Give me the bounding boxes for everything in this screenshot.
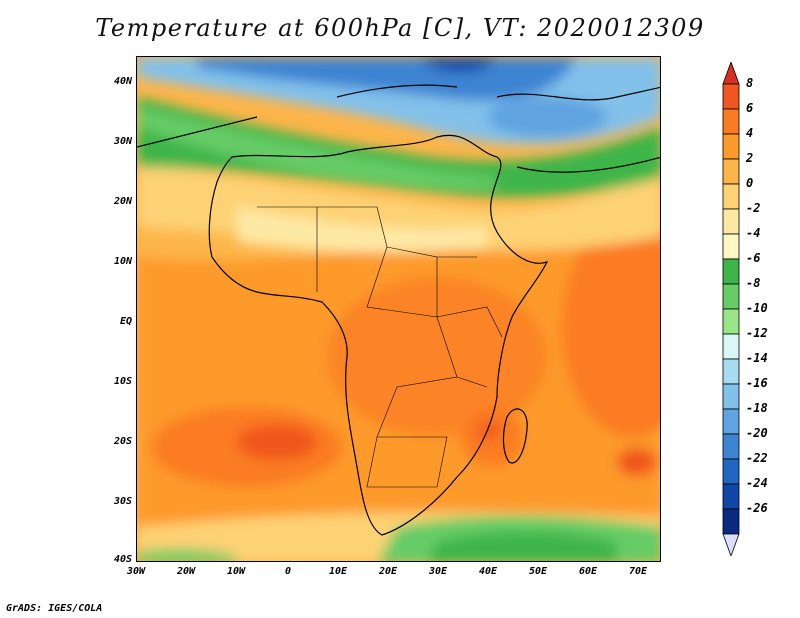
lon-label-40e: 40E: [478, 566, 498, 577]
lon-label-10w: 10W: [226, 566, 246, 577]
colorbar-label: -6: [746, 251, 761, 265]
colorbar-swatch: [722, 408, 740, 435]
chart-title: Temperature at 600hPa [C], VT: 202001230…: [95, 14, 705, 42]
colorbar-label: 0: [746, 176, 754, 190]
colorbar-swatch: [722, 83, 740, 110]
colorbar-swatch: [722, 383, 740, 410]
colorbar-swatch: [722, 308, 740, 335]
temperature-field: [137, 57, 660, 561]
colorbar-label: -22: [746, 451, 768, 465]
lon-label-20e: 20E: [378, 566, 398, 577]
colorbar-label: -10: [746, 301, 768, 315]
colorbar-label: -8: [746, 276, 761, 290]
colorbar-label: -26: [746, 501, 768, 515]
lon-label-10e: 10E: [328, 566, 348, 577]
lat-label-40n: 40N: [113, 76, 132, 87]
colorbar-label: -2: [746, 201, 761, 215]
colorbar-swatch: [722, 183, 740, 210]
colorbar-swatch: [722, 358, 740, 385]
credit-text: GrADS: IGES/COLA: [6, 603, 103, 614]
lon-label-70e: 70E: [628, 566, 648, 577]
map-canvas: [137, 57, 660, 561]
colorbar-label: -20: [746, 426, 768, 440]
colorbar-label: 8: [746, 76, 754, 90]
colorbar-label: -4: [746, 226, 761, 240]
lat-label-30s: 30S: [113, 496, 132, 507]
lon-label-30e: 30E: [428, 566, 448, 577]
lat-label-20s: 20S: [113, 436, 132, 447]
colorbar-label: 4: [746, 126, 754, 140]
lon-label-30w: 30W: [126, 566, 146, 577]
lat-label-40s: 40S: [113, 554, 132, 565]
colorbar-swatch: [722, 458, 740, 485]
lat-label-10s: 10S: [113, 376, 132, 387]
lon-label-50e: 50E: [528, 566, 548, 577]
colorbar-swatch: [722, 133, 740, 160]
lat-label-eq: EQ: [119, 316, 132, 327]
colorbar-top-cap: [722, 62, 740, 85]
lon-label-60e: 60E: [578, 566, 598, 577]
colorbar-label: -24: [746, 476, 768, 490]
colorbar-label: -14: [746, 351, 768, 365]
colorbar: [722, 62, 740, 556]
colorbar-swatch: [722, 508, 740, 535]
colorbar-label: 6: [746, 101, 754, 115]
colorbar-swatch: [722, 258, 740, 285]
colorbar-swatch: [722, 483, 740, 510]
colorbar-swatch: [722, 108, 740, 135]
colorbar-label: 2: [746, 151, 754, 165]
colorbar-swatch: [722, 433, 740, 460]
lat-label-20n: 20N: [113, 196, 132, 207]
colorbar-swatch: [722, 333, 740, 360]
colorbar-label: -12: [746, 326, 768, 340]
lat-label-10n: 10N: [113, 256, 132, 267]
colorbar-label: -16: [746, 376, 768, 390]
borders: [257, 206, 503, 488]
coastlines: [137, 84, 660, 536]
colorbar-swatch: [722, 233, 740, 260]
temperature-map: [136, 56, 661, 562]
colorbar-swatch: [722, 283, 740, 310]
colorbar-bottom-cap: [722, 533, 740, 556]
lon-label-0: 0: [284, 566, 292, 577]
colorbar-label: -18: [746, 401, 768, 415]
lon-label-20w: 20W: [176, 566, 196, 577]
lat-label-30n: 30N: [113, 136, 132, 147]
colorbar-swatch: [722, 208, 740, 235]
colorbar-swatch: [722, 158, 740, 185]
